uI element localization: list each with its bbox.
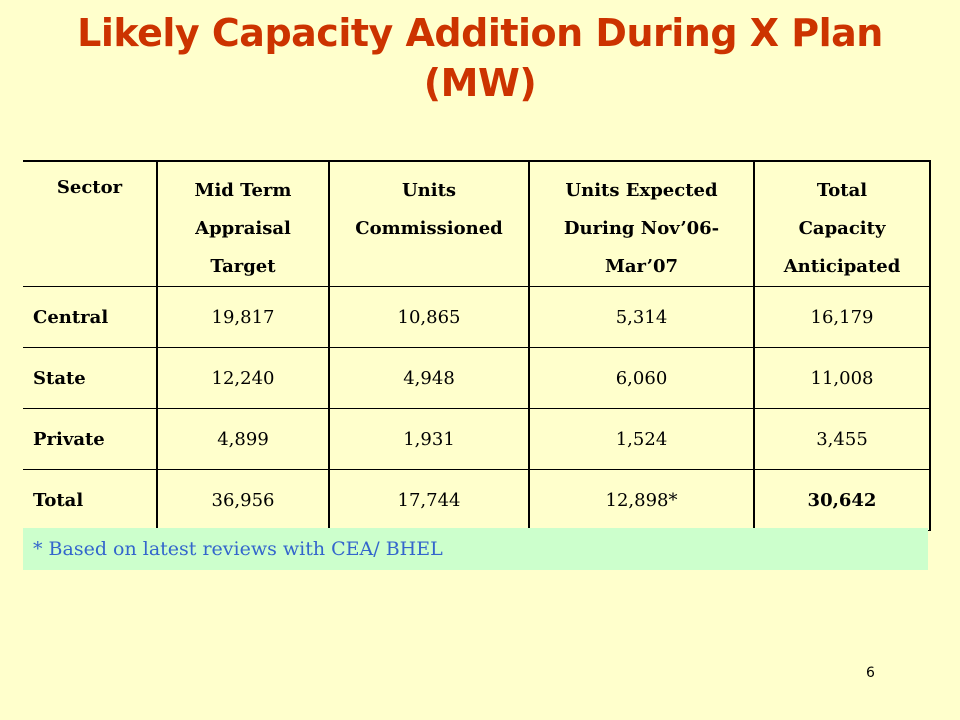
cell-commissioned: 10,865 [328, 286, 529, 348]
cell-target: 36,956 [156, 469, 329, 531]
cell-expected: 5,314 [528, 286, 754, 348]
header-line: Anticipated [783, 256, 901, 277]
cell-sector: Total [23, 469, 157, 531]
table-row-total: Total 36,956 17,744 12,898* 30,642 [23, 469, 931, 531]
header-total-capacity: Total Capacity Anticipated [753, 160, 931, 287]
cell-target: 4,899 [156, 408, 329, 470]
capacity-table: Sector Mid Term Appraisal Target Units C… [23, 160, 931, 531]
header-line: Total [816, 180, 868, 201]
cell-expected: 1,524 [528, 408, 754, 470]
header-sector: Sector [23, 160, 157, 287]
header-line: Target [210, 256, 276, 277]
cell-total-anticipated: 3,455 [753, 408, 931, 470]
table-header-row: Sector Mid Term Appraisal Target Units C… [23, 160, 931, 287]
header-line: Mar’07 [604, 256, 679, 277]
page-number: 6 [866, 665, 875, 681]
header-line: Appraisal [195, 218, 291, 239]
header-line: Units [401, 180, 457, 201]
header-line: Mid Term [194, 180, 292, 201]
table-row-central: Central 19,817 10,865 5,314 16,179 [23, 286, 931, 348]
cell-commissioned: 17,744 [328, 469, 529, 531]
cell-total-anticipated: 11,008 [753, 347, 931, 409]
cell-total-anticipated: 30,642 [753, 469, 931, 531]
slide-title: Likely Capacity Addition During X Plan (… [0, 8, 960, 108]
footnote: * Based on latest reviews with CEA/ BHEL [23, 528, 928, 570]
cell-sector: Central [23, 286, 157, 348]
cell-target: 19,817 [156, 286, 329, 348]
header-line: Capacity [798, 218, 886, 239]
header-line: Units Expected [565, 180, 718, 201]
header-line: During Nov’06- [563, 218, 720, 239]
cell-target: 12,240 [156, 347, 329, 409]
table-row-private: Private 4,899 1,931 1,524 3,455 [23, 408, 931, 470]
cell-expected: 6,060 [528, 347, 754, 409]
header-line: Sector [56, 177, 123, 198]
header-mid-term-target: Mid Term Appraisal Target [156, 160, 329, 287]
cell-commissioned: 4,948 [328, 347, 529, 409]
header-units-expected: Units Expected During Nov’06- Mar’07 [528, 160, 754, 287]
slide-title-line-1: Likely Capacity Addition During X Plan [77, 11, 883, 55]
cell-sector: Private [23, 408, 157, 470]
cell-expected: 12,898* [528, 469, 754, 531]
table-row-state: State 12,240 4,948 6,060 11,008 [23, 347, 931, 409]
header-line: Commissioned [355, 218, 503, 239]
cell-sector: State [23, 347, 157, 409]
cell-commissioned: 1,931 [328, 408, 529, 470]
cell-total-anticipated: 16,179 [753, 286, 931, 348]
header-units-commissioned: Units Commissioned [328, 160, 529, 287]
slide-title-line-2: (MW) [423, 61, 537, 105]
